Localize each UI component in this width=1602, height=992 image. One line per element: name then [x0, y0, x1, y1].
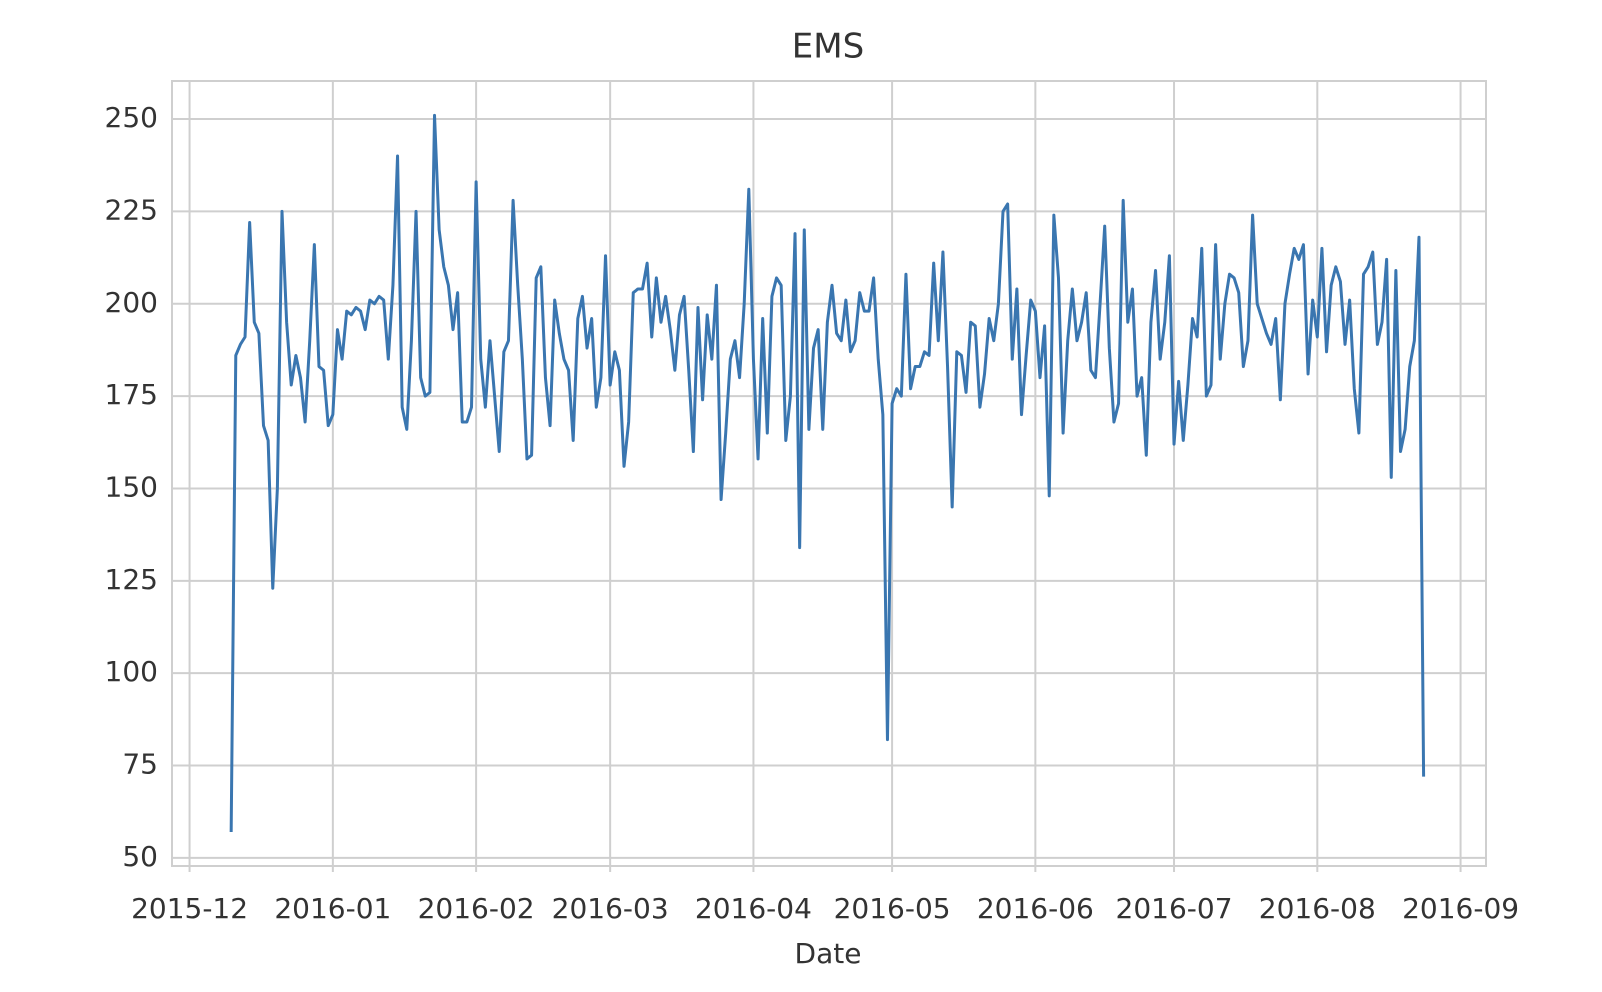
x-tick-label: 2016-06: [977, 892, 1094, 925]
x-tick-label: 2015-12: [131, 892, 248, 925]
x-tick-label: 2016-02: [418, 892, 535, 925]
series-line: [229, 113, 1426, 833]
x-tick-label: 2016-01: [274, 892, 391, 925]
x-tick-label: 2016-09: [1402, 892, 1519, 925]
chart-title: EMS: [792, 27, 864, 67]
y-tick-label: 125: [105, 563, 158, 596]
x-tick-label: 2016-07: [1116, 892, 1233, 925]
x-tick-label: 2016-03: [552, 892, 669, 925]
y-tick-label: 200: [105, 286, 158, 319]
x-tick-label: 2016-08: [1259, 892, 1376, 925]
y-tick-label: 50: [122, 840, 158, 873]
y-tick-label: 75: [122, 748, 158, 781]
y-tick-label: 225: [105, 193, 158, 226]
y-tick-label: 175: [105, 378, 158, 411]
x-axis-label: Date: [795, 937, 862, 970]
plot-frame: [171, 80, 1487, 867]
x-tick-label: 2016-04: [695, 892, 812, 925]
y-tick-label: 250: [105, 101, 158, 134]
x-tick-label: 2016-05: [834, 892, 951, 925]
y-tick-label: 100: [105, 655, 158, 688]
y-tick-label: 150: [105, 470, 158, 503]
